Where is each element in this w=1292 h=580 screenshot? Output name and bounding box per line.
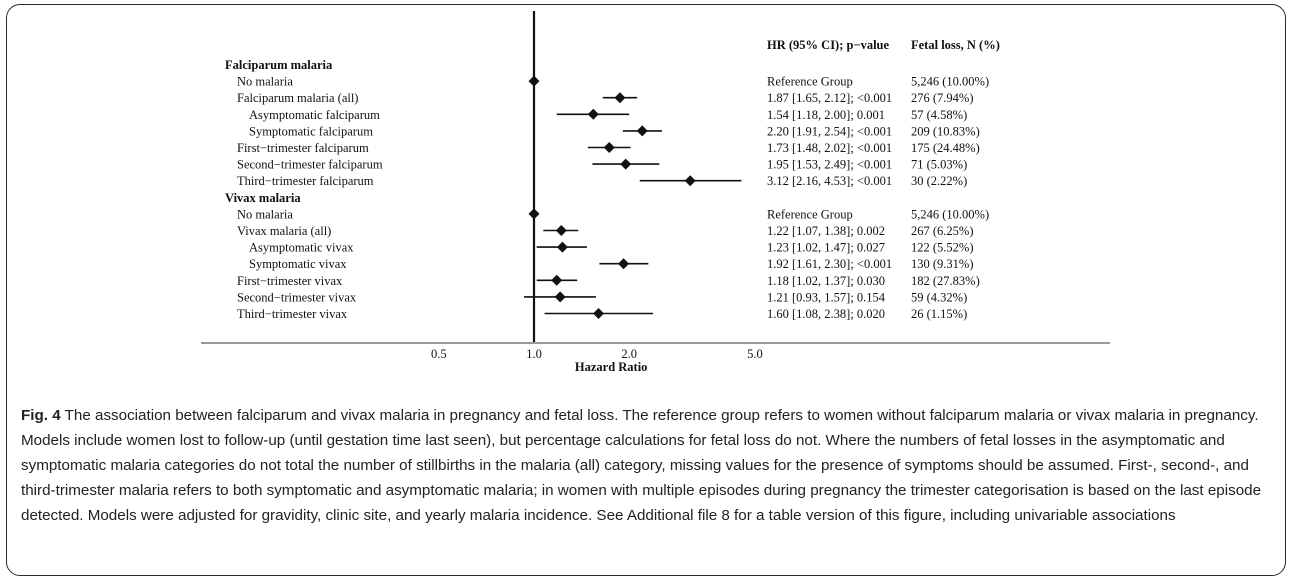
row-label: Second−trimester vivax [237,290,357,304]
row-hr-text: 3.12 [2.16, 4.53]; <0.001 [767,174,892,188]
row-hr-text: 1.87 [1.65, 2.12]; <0.001 [767,91,892,105]
estimate-marker [636,125,648,137]
x-tick-label: 5.0 [747,347,763,361]
row-hr-text: 1.18 [1.02, 1.37]; 0.030 [767,274,885,288]
row-label: No malaria [237,75,293,89]
caption-label: Fig. 4 [21,407,61,424]
row-hr-text: 1.92 [1.61, 2.30]; <0.001 [767,257,892,271]
row-hr-text: Reference Group [767,75,853,89]
row-fetal-text: 5,246 (10.00%) [911,207,989,221]
row-label: Second−trimester falciparum [237,158,383,172]
row-label: Asymptomatic falciparum [249,108,380,122]
group-label: Vivax malaria [225,191,301,205]
row-label: Third−trimester falciparum [237,174,374,188]
row-label: Asymptomatic vivax [249,241,354,255]
estimate-marker [593,308,605,319]
row-fetal-text: 130 (9.31%) [911,257,974,271]
header-fetal-loss: Fetal loss, N (%) [911,38,1000,52]
x-tick-label: 2.0 [621,347,637,361]
estimate-marker [684,175,696,187]
row-label: Vivax malaria (all) [237,224,331,238]
row-hr-text: 2.20 [1.91, 2.54]; <0.001 [767,124,892,138]
x-tick-label: 1.0 [526,347,542,361]
estimate-marker [620,158,632,170]
row-label: Third−trimester vivax [237,307,348,321]
row-fetal-text: 122 (5.52%) [911,241,974,255]
group-label: Falciparum malaria [225,58,333,72]
row-label: First−trimester falciparum [237,141,369,155]
row-fetal-text: 30 (2.22%) [911,174,967,188]
row-label: No malaria [237,207,293,221]
estimate-marker [551,274,563,286]
figure-caption: Fig. 4 The association between falciparu… [21,403,1281,528]
row-label: Symptomatic vivax [249,257,347,271]
row-fetal-text: 267 (6.25%) [911,224,974,238]
row-fetal-text: 182 (27.83%) [911,274,980,288]
row-fetal-text: 26 (1.15%) [911,307,967,321]
row-fetal-text: 59 (4.32%) [911,290,967,304]
estimate-marker [603,142,615,153]
row-hr-text: 1.23 [1.02, 1.47]; 0.027 [767,241,885,255]
row-hr-text: Reference Group [767,207,853,221]
row-label: Symptomatic falciparum [249,124,373,138]
row-hr-text: 1.73 [1.48, 2.02]; <0.001 [767,141,892,155]
row-hr-text: 1.22 [1.07, 1.38]; 0.002 [767,224,885,238]
row-label: Falciparum malaria (all) [237,91,358,105]
row-fetal-text: 71 (5.03%) [911,158,967,172]
estimate-marker [555,225,567,236]
row-fetal-text: 57 (4.58%) [911,108,967,122]
estimate-marker [556,241,568,253]
row-fetal-text: 5,246 (10.00%) [911,75,989,89]
row-hr-text: 1.95 [1.53, 2.49]; <0.001 [767,158,892,172]
figure-frame: HR (95% CI); p−value Fetal loss, N (%) Fal… [6,4,1286,576]
row-label: First−trimester vivax [237,274,343,288]
header-hr: HR (95% CI); p−value [767,38,890,52]
row-hr-text: 1.21 [0.93, 1.57]; 0.154 [767,290,886,304]
estimate-marker [554,291,566,303]
row-hr-text: 1.60 [1.08, 2.38]; 0.020 [767,307,885,321]
row-fetal-text: 175 (24.48%) [911,141,980,155]
row-fetal-text: 209 (10.83%) [911,124,980,138]
caption-text: The association between falciparum and v… [21,407,1262,524]
estimate-marker [614,92,626,104]
row-fetal-text: 276 (7.94%) [911,91,974,105]
estimate-marker [618,258,630,270]
estimate-marker [587,108,599,120]
forest-plot: HR (95% CI); p−value Fetal loss, N (%) Fal… [201,11,1110,374]
x-tick-label: 0.5 [431,347,447,361]
row-hr-text: 1.54 [1.18, 2.00]; 0.001 [767,108,885,122]
x-axis-title: Hazard Ratio [575,360,648,374]
